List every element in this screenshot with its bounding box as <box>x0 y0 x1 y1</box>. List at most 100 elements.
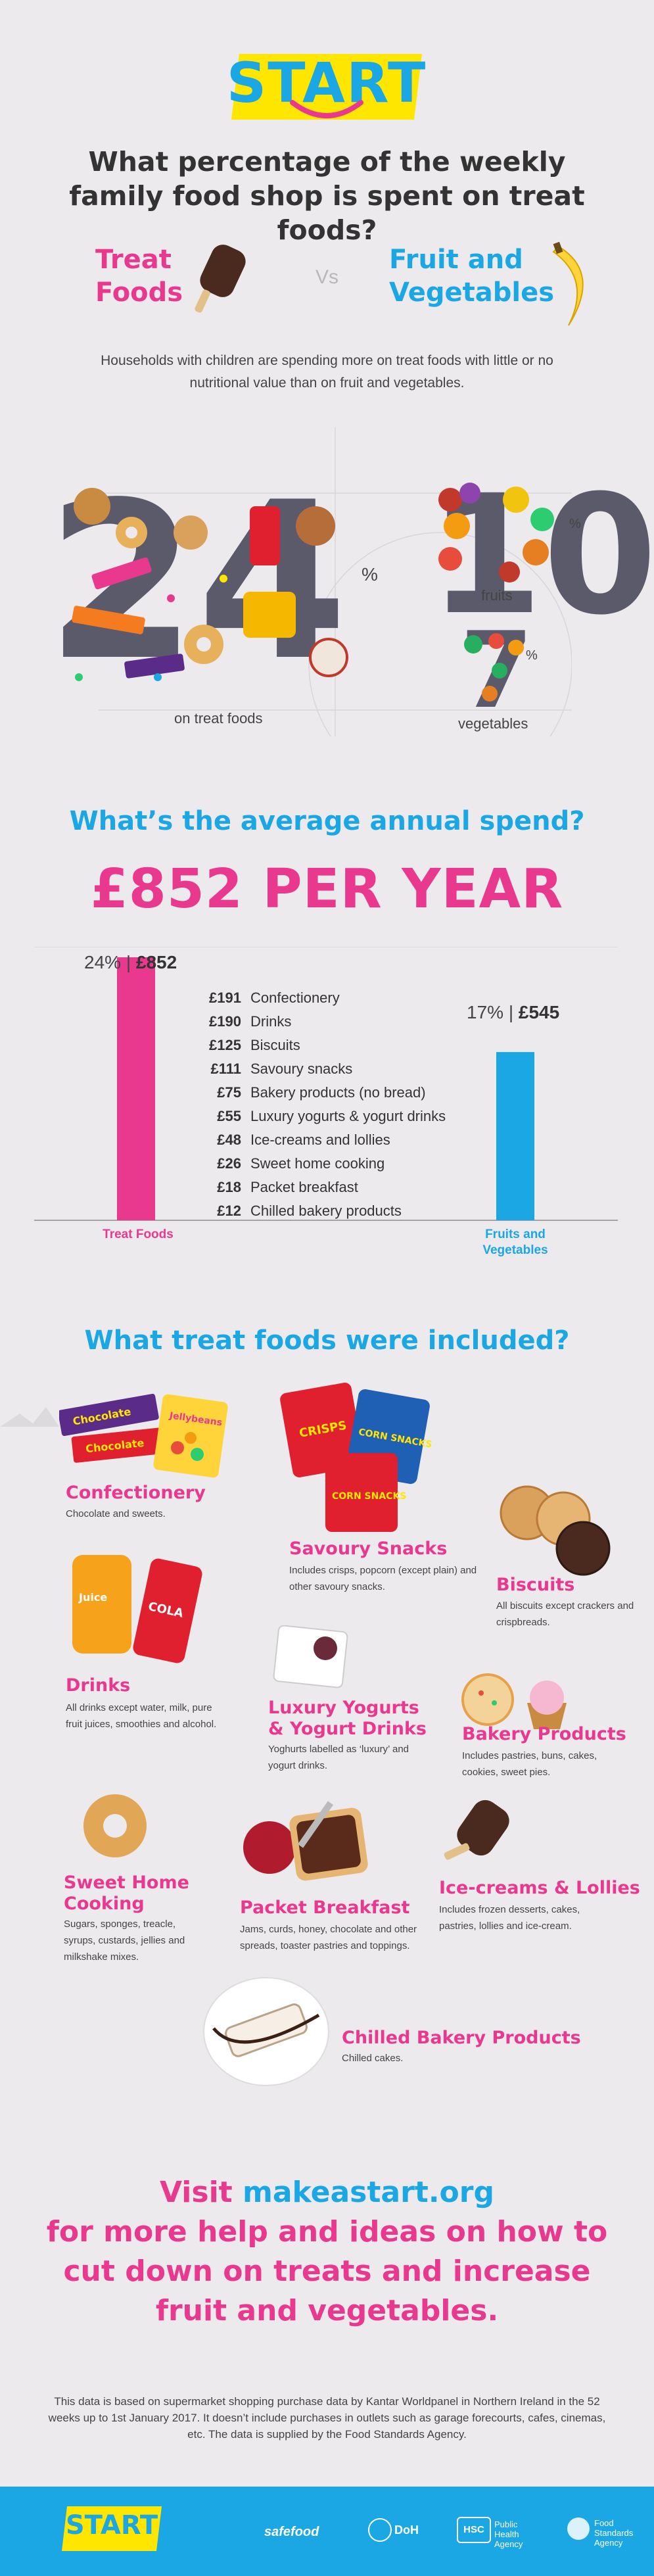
breakdown-label: Packet breakfast <box>250 1179 358 1195</box>
fsa-logo: Food Standards Agency <box>594 2518 634 2548</box>
fruit-veg-axis-label: Fruits and Vegetables <box>482 1228 548 1257</box>
yogurts-title: Luxury Yogurts & Yogurt Drinks <box>268 1698 427 1739</box>
banana-icon <box>552 241 584 326</box>
data-disclaimer: This data is based on supermarket shoppi… <box>48 2395 606 2441</box>
breakdown-label: Savoury snacks <box>250 1061 353 1077</box>
chilled-desc: Chilled cakes. <box>342 2053 404 2064</box>
fruit-percent-unit: % <box>569 517 581 531</box>
treat-items-collage <box>72 488 348 681</box>
breakdown-row: £26 Sweet home cooking <box>191 1152 532 1176</box>
per-year-total: £852 PER YEAR <box>90 858 564 920</box>
biscuits-desc: All biscuits except crackers and crispbr… <box>496 1600 634 1628</box>
cta-link[interactable]: makeastart.org <box>243 2176 494 2209</box>
breakdown-value: £191 <box>209 990 241 1006</box>
intro-text: Households with children are spending mo… <box>101 353 553 391</box>
breakdown-value: £48 <box>217 1132 241 1148</box>
confectionery-desc: Chocolate and sweets. <box>66 1508 166 1519</box>
breakdown-row: £48 Ice-creams and lollies <box>191 1128 532 1152</box>
savoury-snacks-image: CRISPS CORN SNACKS CORN SNACKS <box>280 1383 433 1532</box>
confectionery-title: Confectionery <box>66 1483 206 1503</box>
breakdown-row: £111 Savoury snacks <box>191 1057 532 1081</box>
hsc-badge: HSC <box>457 2517 491 2543</box>
juice-text: Juice <box>78 1591 107 1604</box>
breakdown-label: Sweet home cooking <box>250 1155 385 1172</box>
ice-cream-image <box>444 1800 509 1860</box>
treat-bar-separator: | <box>126 952 131 972</box>
savoury-title: Savoury Snacks <box>289 1538 448 1559</box>
yogurts-desc: Yoghurts labelled as ‘luxury’ and yogurt… <box>268 1744 409 1771</box>
ice-cream-bar-icon <box>195 245 246 313</box>
cta-visit: Visit <box>160 2176 243 2209</box>
treat-bar-top-label: 24% | £852 <box>84 952 177 973</box>
breakdown-value: £190 <box>209 1013 241 1030</box>
treat-spend-breakdown: £191 Confectionery £190 Drinks £125 Biscuits £… <box>191 986 532 1223</box>
drinks-title: Drinks <box>66 1675 131 1696</box>
breakdown-label: Chilled bakery products <box>250 1203 402 1219</box>
treat-foods-bar <box>117 957 155 1220</box>
breakdown-label: Ice-creams and lollies <box>250 1132 390 1148</box>
start-logo-text: START <box>226 51 427 115</box>
confectionery-image: Chocolate Chocolate Jellybeans <box>59 1393 228 1478</box>
background-geometry <box>99 427 572 736</box>
yogurt-image <box>273 1625 348 1688</box>
packet-breakfast-image <box>243 1801 368 1881</box>
footer-start-logo[interactable]: START <box>59 2502 177 2559</box>
biscuits-image <box>500 1485 611 1576</box>
doh-emblem-icon <box>368 2518 392 2542</box>
fruit-bar-percent: 17% <box>467 1002 504 1022</box>
included-title: What treat foods were included? <box>84 1325 570 1356</box>
veg-collage <box>464 633 524 702</box>
veg-percent-unit: % <box>526 648 538 663</box>
spend-bar-chart <box>34 947 618 1221</box>
hsc-text: HSC <box>463 2524 484 2535</box>
breakdown-value: £55 <box>217 1108 241 1124</box>
icecream-desc: Includes frozen desserts, cakes, pastrie… <box>439 1904 580 1932</box>
footer-logo-shape <box>62 2506 162 2551</box>
fruit-bar-value: £545 <box>518 1002 560 1022</box>
cta-body: for more help and ideas on how to cut do… <box>46 2215 608 2327</box>
breakdown-row: £191 Confectionery <box>191 986 532 1010</box>
treat-percent-caption: on treat foods <box>174 710 263 727</box>
doh-logo: DoH <box>394 2523 419 2537</box>
fruit-bar-separator: | <box>508 1002 514 1022</box>
bakery-title: Bakery Products <box>462 1724 626 1744</box>
decorative-mountains <box>0 1407 59 1427</box>
start-logo-shape <box>231 54 422 120</box>
breakdown-value: £18 <box>217 1179 241 1195</box>
footer-logo-text: START <box>65 2510 158 2540</box>
breakfast-desc: Jams, curds, honey, chocolate and other … <box>240 1924 417 1951</box>
breakdown-value: £12 <box>217 1203 241 1219</box>
bakery-image <box>461 1673 567 1729</box>
start-logo: START <box>225 47 429 126</box>
biscuits-title: Biscuits <box>496 1575 575 1595</box>
drinks-desc: All drinks except water, milk, pure frui… <box>66 1702 217 1730</box>
fsa-emblem-icon <box>567 2517 590 2540</box>
veg-percent-caption: vegetables <box>458 715 528 732</box>
breakdown-row: £12 Chilled bakery products <box>191 1199 532 1223</box>
breakdown-value: £125 <box>209 1037 241 1053</box>
breakdown-label: Drinks <box>250 1013 292 1030</box>
breakdown-row: £18 Packet breakfast <box>191 1176 532 1199</box>
corn-text-2: CORN SNACKS <box>332 1491 406 1502</box>
breakdown-row: £125 Biscuits <box>191 1034 532 1057</box>
chilled-bakery-image <box>203 1977 329 2086</box>
breakdown-label: Confectionery <box>250 990 340 1006</box>
treat-percent-unit: % <box>362 564 378 584</box>
chilled-title: Chilled Bakery Products <box>342 2028 581 2048</box>
treat-bar-value: £852 <box>135 952 177 972</box>
fruit-veg-label: Fruit and Vegetables <box>389 245 555 308</box>
drinks-image: Juice COLA <box>72 1555 202 1663</box>
treat-foods-label: Treat Foods <box>95 245 183 308</box>
sweet-home-image <box>83 1794 147 1857</box>
breakdown-label: Luxury yogurts & yogurt drinks <box>250 1108 446 1124</box>
page-title: What percentage of the weekly family foo… <box>69 146 585 246</box>
bakery-desc: Includes pastries, buns, cakes, cookies,… <box>462 1750 597 1778</box>
home-title: Sweet Home Cooking <box>64 1872 189 1914</box>
fruit-collage <box>438 483 554 583</box>
safefood-logo: safefood <box>264 2525 319 2539</box>
breakdown-label: Bakery products (no bread) <box>250 1084 426 1101</box>
home-desc: Sugars, sponges, treacle, syrups, custar… <box>64 1919 185 1963</box>
breakdown-row: £190 Drinks <box>191 1010 532 1034</box>
treat-bar-percent: 24% <box>84 952 122 972</box>
call-to-action: Visit makeastart.org for more help and i… <box>26 2173 628 2331</box>
